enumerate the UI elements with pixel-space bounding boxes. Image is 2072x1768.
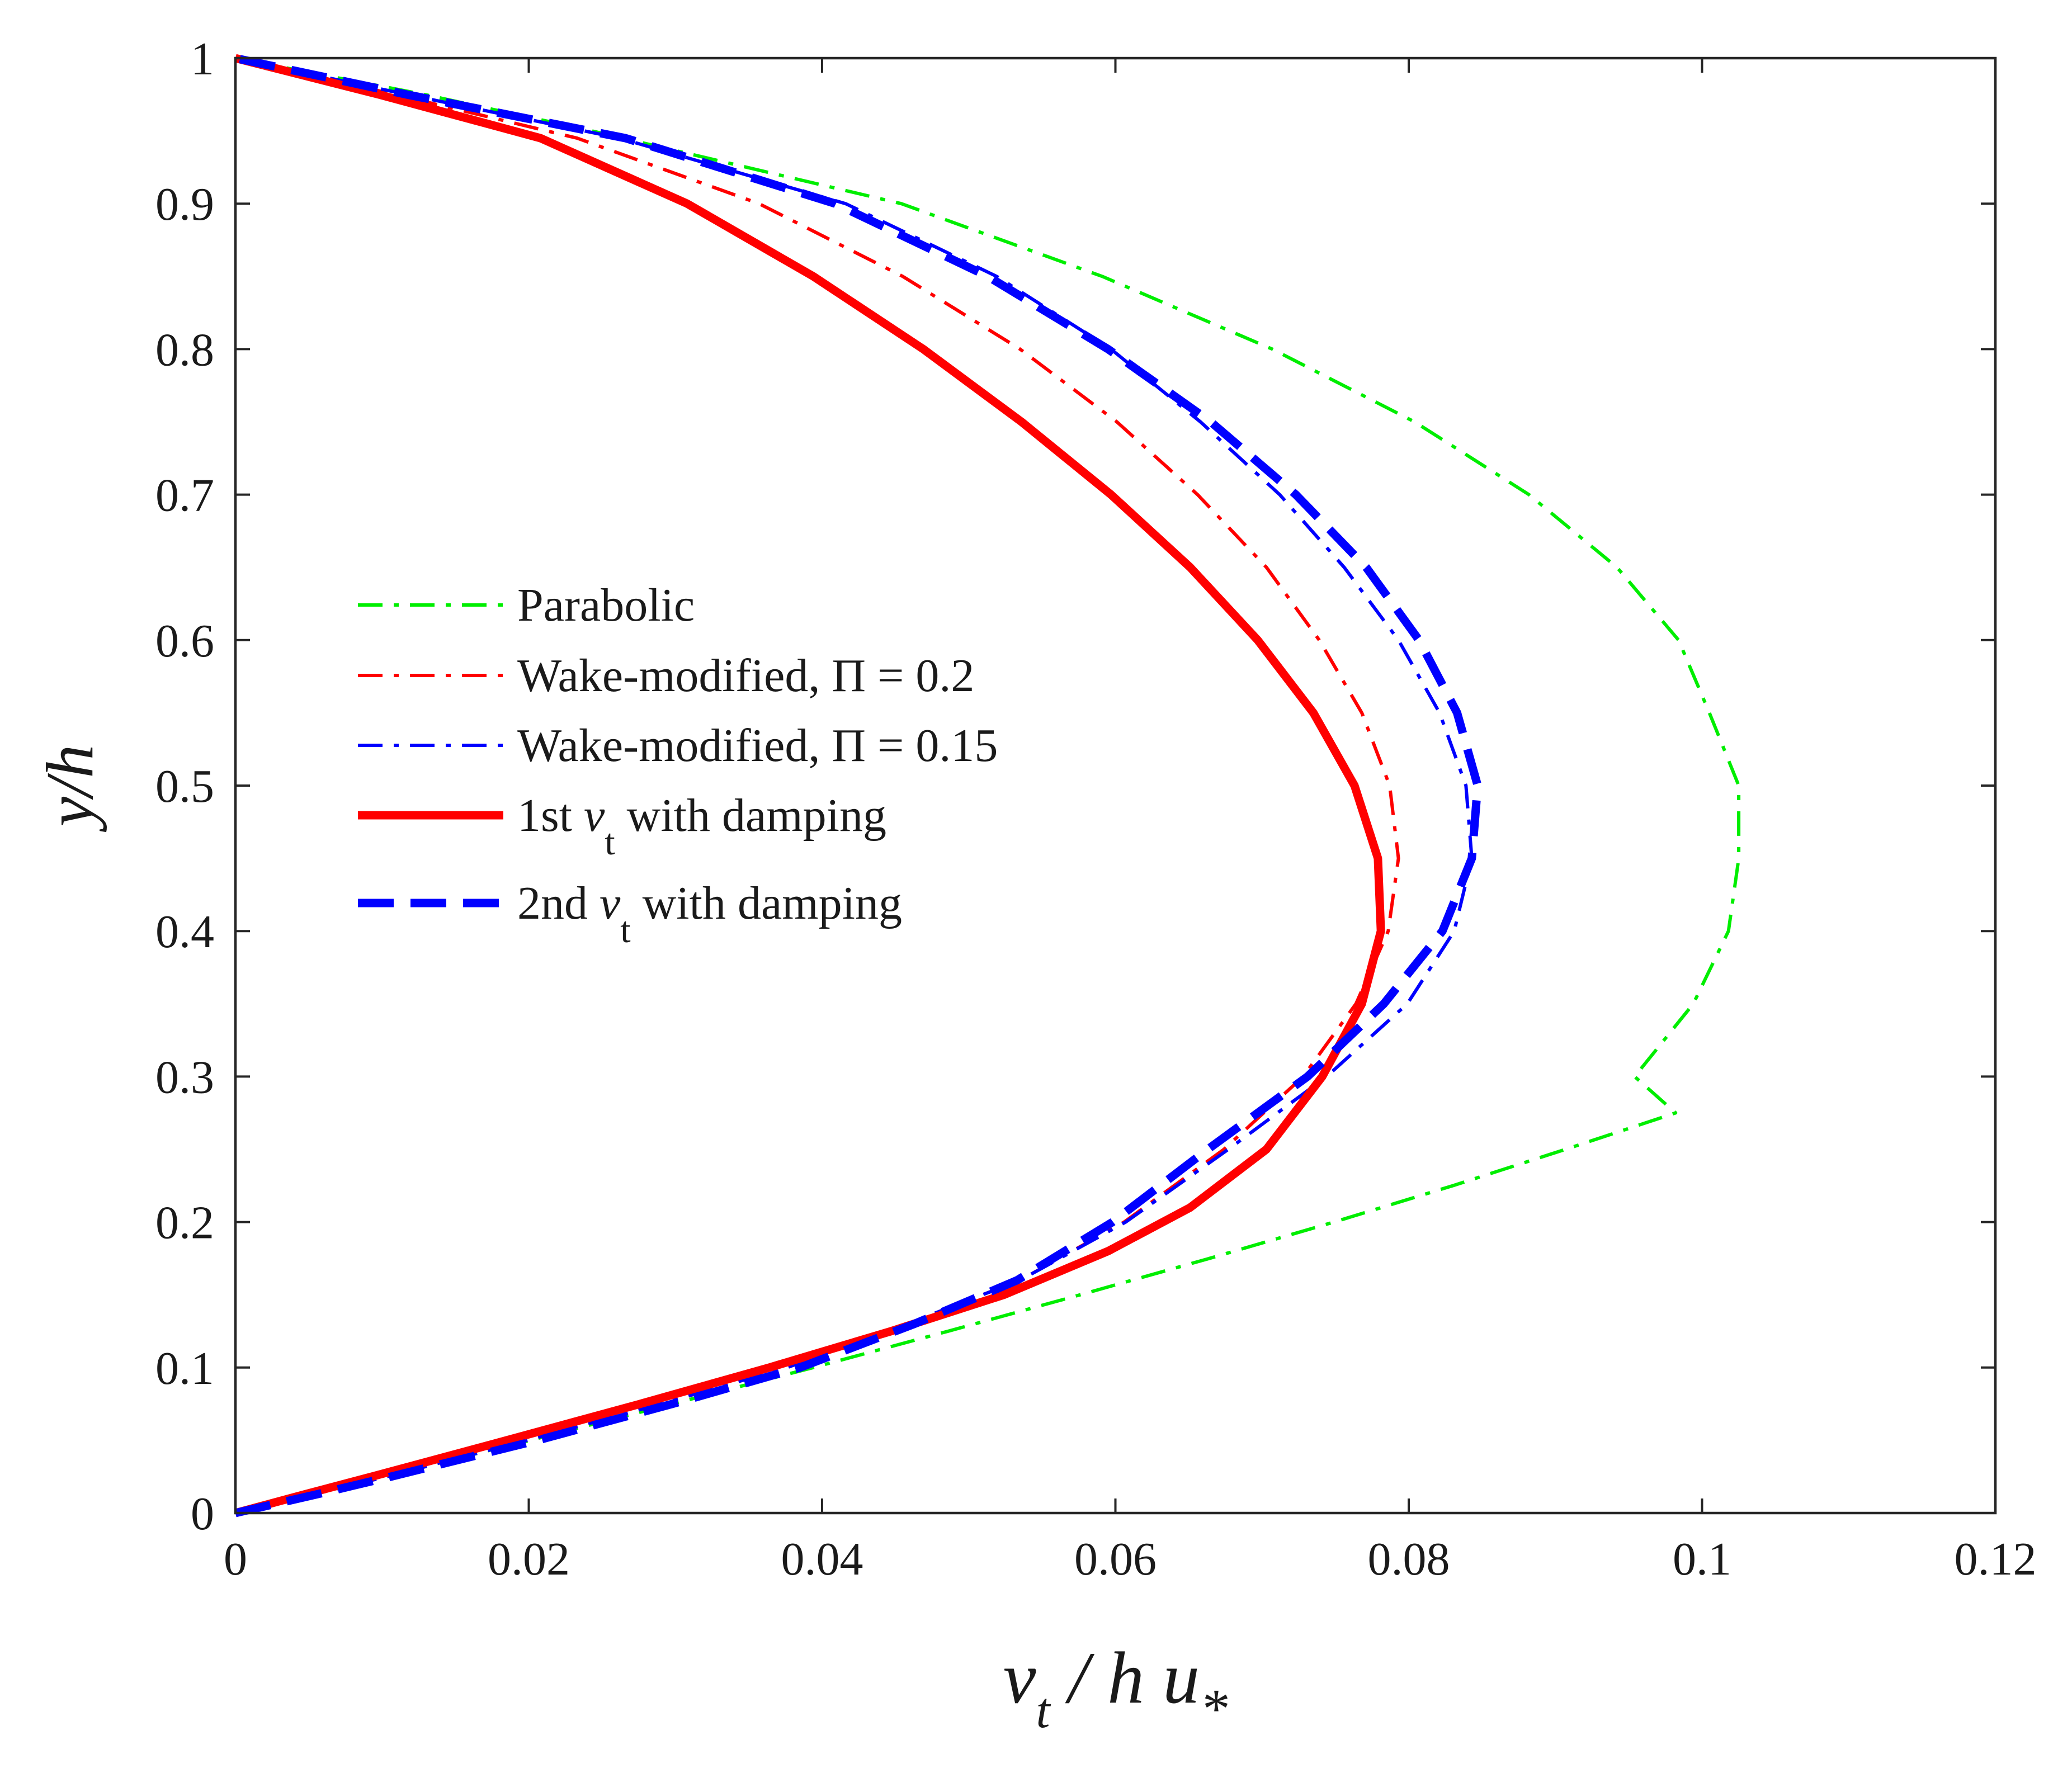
series-line-wake-modified-0-2 xyxy=(235,56,1400,1515)
tick-layer: 0 0.02 0.04 0.06 0.08 0.1 0.12 0 0.1 0.2 0.3 0.4 0.5… xyxy=(155,33,2037,1585)
x-tick-label: 0.12 xyxy=(1955,1533,2037,1585)
x-tick-label: 0.06 xyxy=(1074,1533,1157,1585)
x-tick-label: 0.1 xyxy=(1673,1533,1731,1585)
y-tick-label: 0.7 xyxy=(155,470,214,522)
x-label-sub-star: * xyxy=(1200,1677,1228,1739)
x-tick-label: 0.02 xyxy=(488,1533,570,1585)
y-tick-label: 0.3 xyxy=(155,1051,214,1103)
y-tick-label: 0.6 xyxy=(155,615,214,667)
series-line-wake-modified-0-15 xyxy=(235,56,1474,1515)
y-axis-label: y/h xyxy=(32,745,107,833)
x-tick-label: 0 xyxy=(224,1533,247,1585)
series-layer xyxy=(234,54,1741,1518)
y-tick-label: 1 xyxy=(191,33,214,85)
x-label-nu: ν xyxy=(1003,1637,1036,1719)
x-tick-label: 0.08 xyxy=(1368,1533,1450,1585)
x-label-mid: / h u xyxy=(1050,1637,1200,1719)
legend-label-wake-modified-0-15: Wake-modified, Π = 0.15 xyxy=(517,720,998,772)
legend-label-2nd-t-with-damping: 2nd νt with damping xyxy=(517,877,902,951)
x-tick-label: 0.04 xyxy=(781,1533,863,1585)
y-tick-label: 0.4 xyxy=(155,906,214,958)
legend-label-parabolic: Parabolic xyxy=(517,579,695,631)
series-line-1st-t-with-damping xyxy=(234,54,1385,1518)
y-tick-label: 0.2 xyxy=(155,1197,214,1249)
legend-label-1st-t-with-damping: 1st νt with damping xyxy=(517,790,886,863)
x-axis-label: νt / h u* xyxy=(1003,1637,1228,1739)
y-tick-label: 0 xyxy=(191,1488,214,1540)
y-tick-label: 0.9 xyxy=(155,178,214,230)
series-line-2nd-t-with-damping xyxy=(234,54,1482,1518)
y-tick-label: 0.8 xyxy=(155,324,214,376)
legend: Parabolic Wake-modified, Π = 0.2 Wake-modi… xyxy=(358,579,998,951)
legend-label-wake-modified-0-2: Wake-modified, Π = 0.2 xyxy=(517,650,974,702)
y-tick-label: 0.5 xyxy=(155,760,214,812)
y-tick-label: 0.1 xyxy=(155,1342,214,1394)
x-label-sub-t: t xyxy=(1036,1683,1051,1738)
